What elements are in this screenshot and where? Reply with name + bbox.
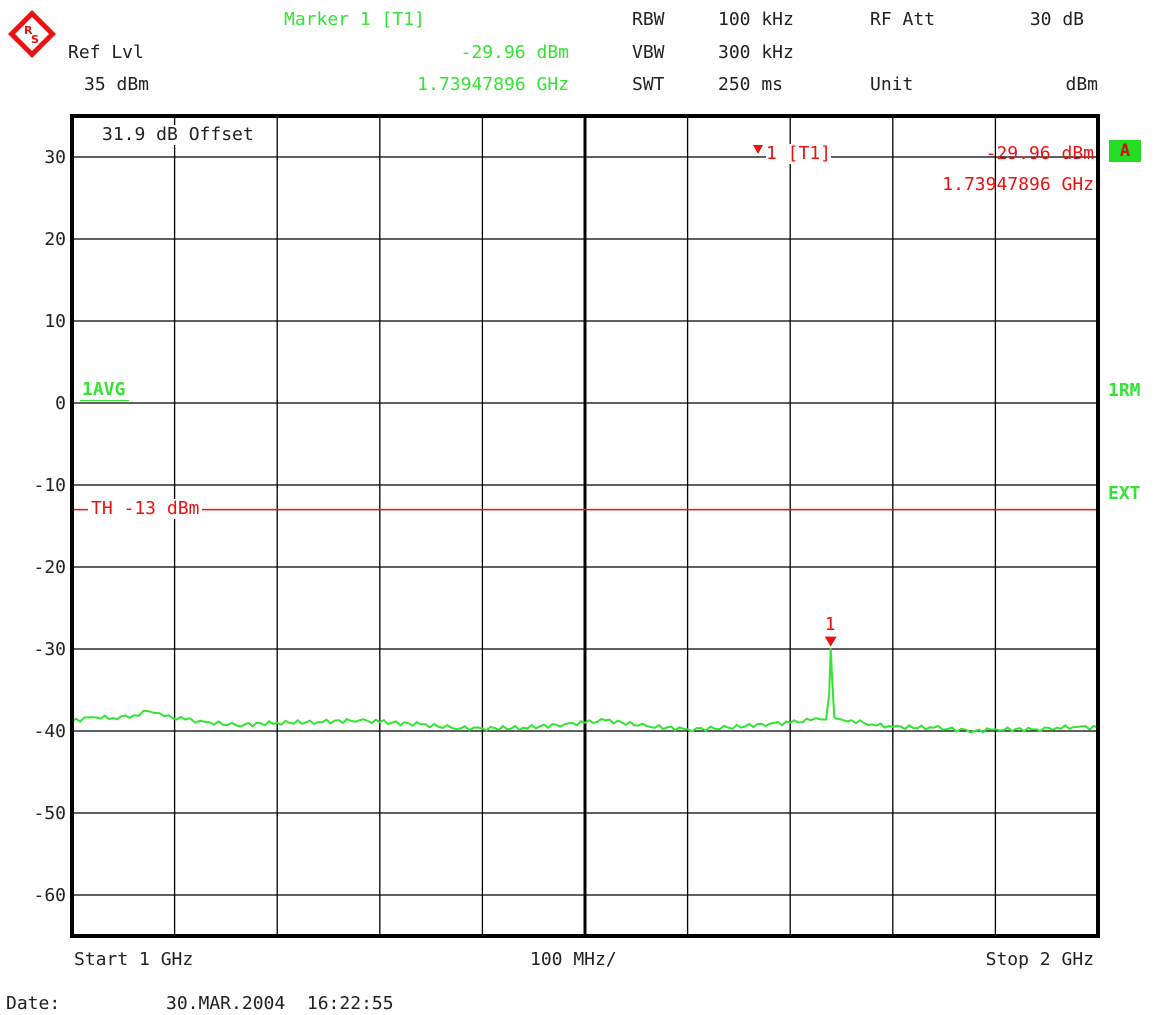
- marker-frequency: 1.73947896 GHz: [417, 74, 569, 95]
- unit-label: Unit: [870, 74, 914, 95]
- svg-text:S: S: [31, 33, 39, 46]
- threshold-label: TH -13 dBm: [88, 498, 203, 519]
- marker-triangle: [824, 636, 837, 647]
- y-tick-label: -30: [33, 639, 66, 660]
- y-tick-label: -60: [33, 885, 66, 906]
- marker-readout-frequency: 1.73947896 GHz: [942, 174, 1094, 195]
- vbw-value: 300 kHz: [718, 42, 794, 63]
- swt-value: 250 ms: [718, 74, 784, 95]
- rm-indicator: 1RM: [1108, 380, 1141, 401]
- trace-mode-label: 1AVG: [80, 380, 130, 401]
- rf-att-value: 30 dB: [1029, 9, 1084, 30]
- ext-indicator: EXT: [1108, 483, 1141, 504]
- span-per-division: 100 MHz/: [530, 949, 617, 970]
- rbw-label: RBW: [632, 9, 665, 30]
- y-tick-label: 30: [44, 147, 66, 168]
- y-tick-label: 10: [44, 311, 66, 332]
- stop-frequency: Stop 2 GHz: [985, 949, 1094, 970]
- rbw-value: 100 kHz: [718, 9, 794, 30]
- y-tick-label: -40: [33, 721, 66, 742]
- y-tick-label: -10: [33, 475, 66, 496]
- vbw-label: VBW: [632, 42, 665, 63]
- offset-annotation: 31.9 dB Offset: [100, 124, 256, 145]
- marker-readout-triangle: [753, 145, 763, 154]
- marker-readout-label: 1 [T1]: [766, 143, 832, 164]
- date-value: 30.MAR.2004 16:22:55: [166, 993, 394, 1014]
- y-tick-label: 20: [44, 229, 66, 250]
- y-tick-labels: 30 20 10 0 -10 -20 -30 -40 -50 -60: [33, 147, 66, 906]
- svg-text:R: R: [24, 24, 33, 37]
- rohde-schwarz-logo-icon: R S: [8, 10, 56, 58]
- y-tick-label: -20: [33, 557, 66, 578]
- spectrum-trace: [71, 648, 1099, 734]
- marker-title: Marker 1 [T1]: [284, 9, 425, 30]
- marker-number-label: 1: [824, 613, 836, 635]
- y-tick-label: 0: [55, 393, 66, 414]
- date-label: Date:: [6, 993, 61, 1014]
- marker-level: -29.96 dBm: [460, 42, 569, 63]
- rf-att-label: RF Att: [870, 9, 936, 30]
- marker-readout-level: -29.96 dBm: [985, 143, 1094, 164]
- ref-level-value: 35 dBm: [84, 74, 150, 95]
- swt-label: SWT: [632, 74, 665, 95]
- y-tick-label: -50: [33, 803, 66, 824]
- plot-grid: [72, 116, 1098, 936]
- trace-a-badge: A: [1109, 140, 1141, 162]
- start-frequency: Start 1 GHz: [74, 949, 194, 970]
- plot-frame: [70, 114, 1100, 938]
- unit-value: dBm: [1065, 74, 1098, 95]
- ref-level-label: Ref Lvl: [68, 42, 144, 63]
